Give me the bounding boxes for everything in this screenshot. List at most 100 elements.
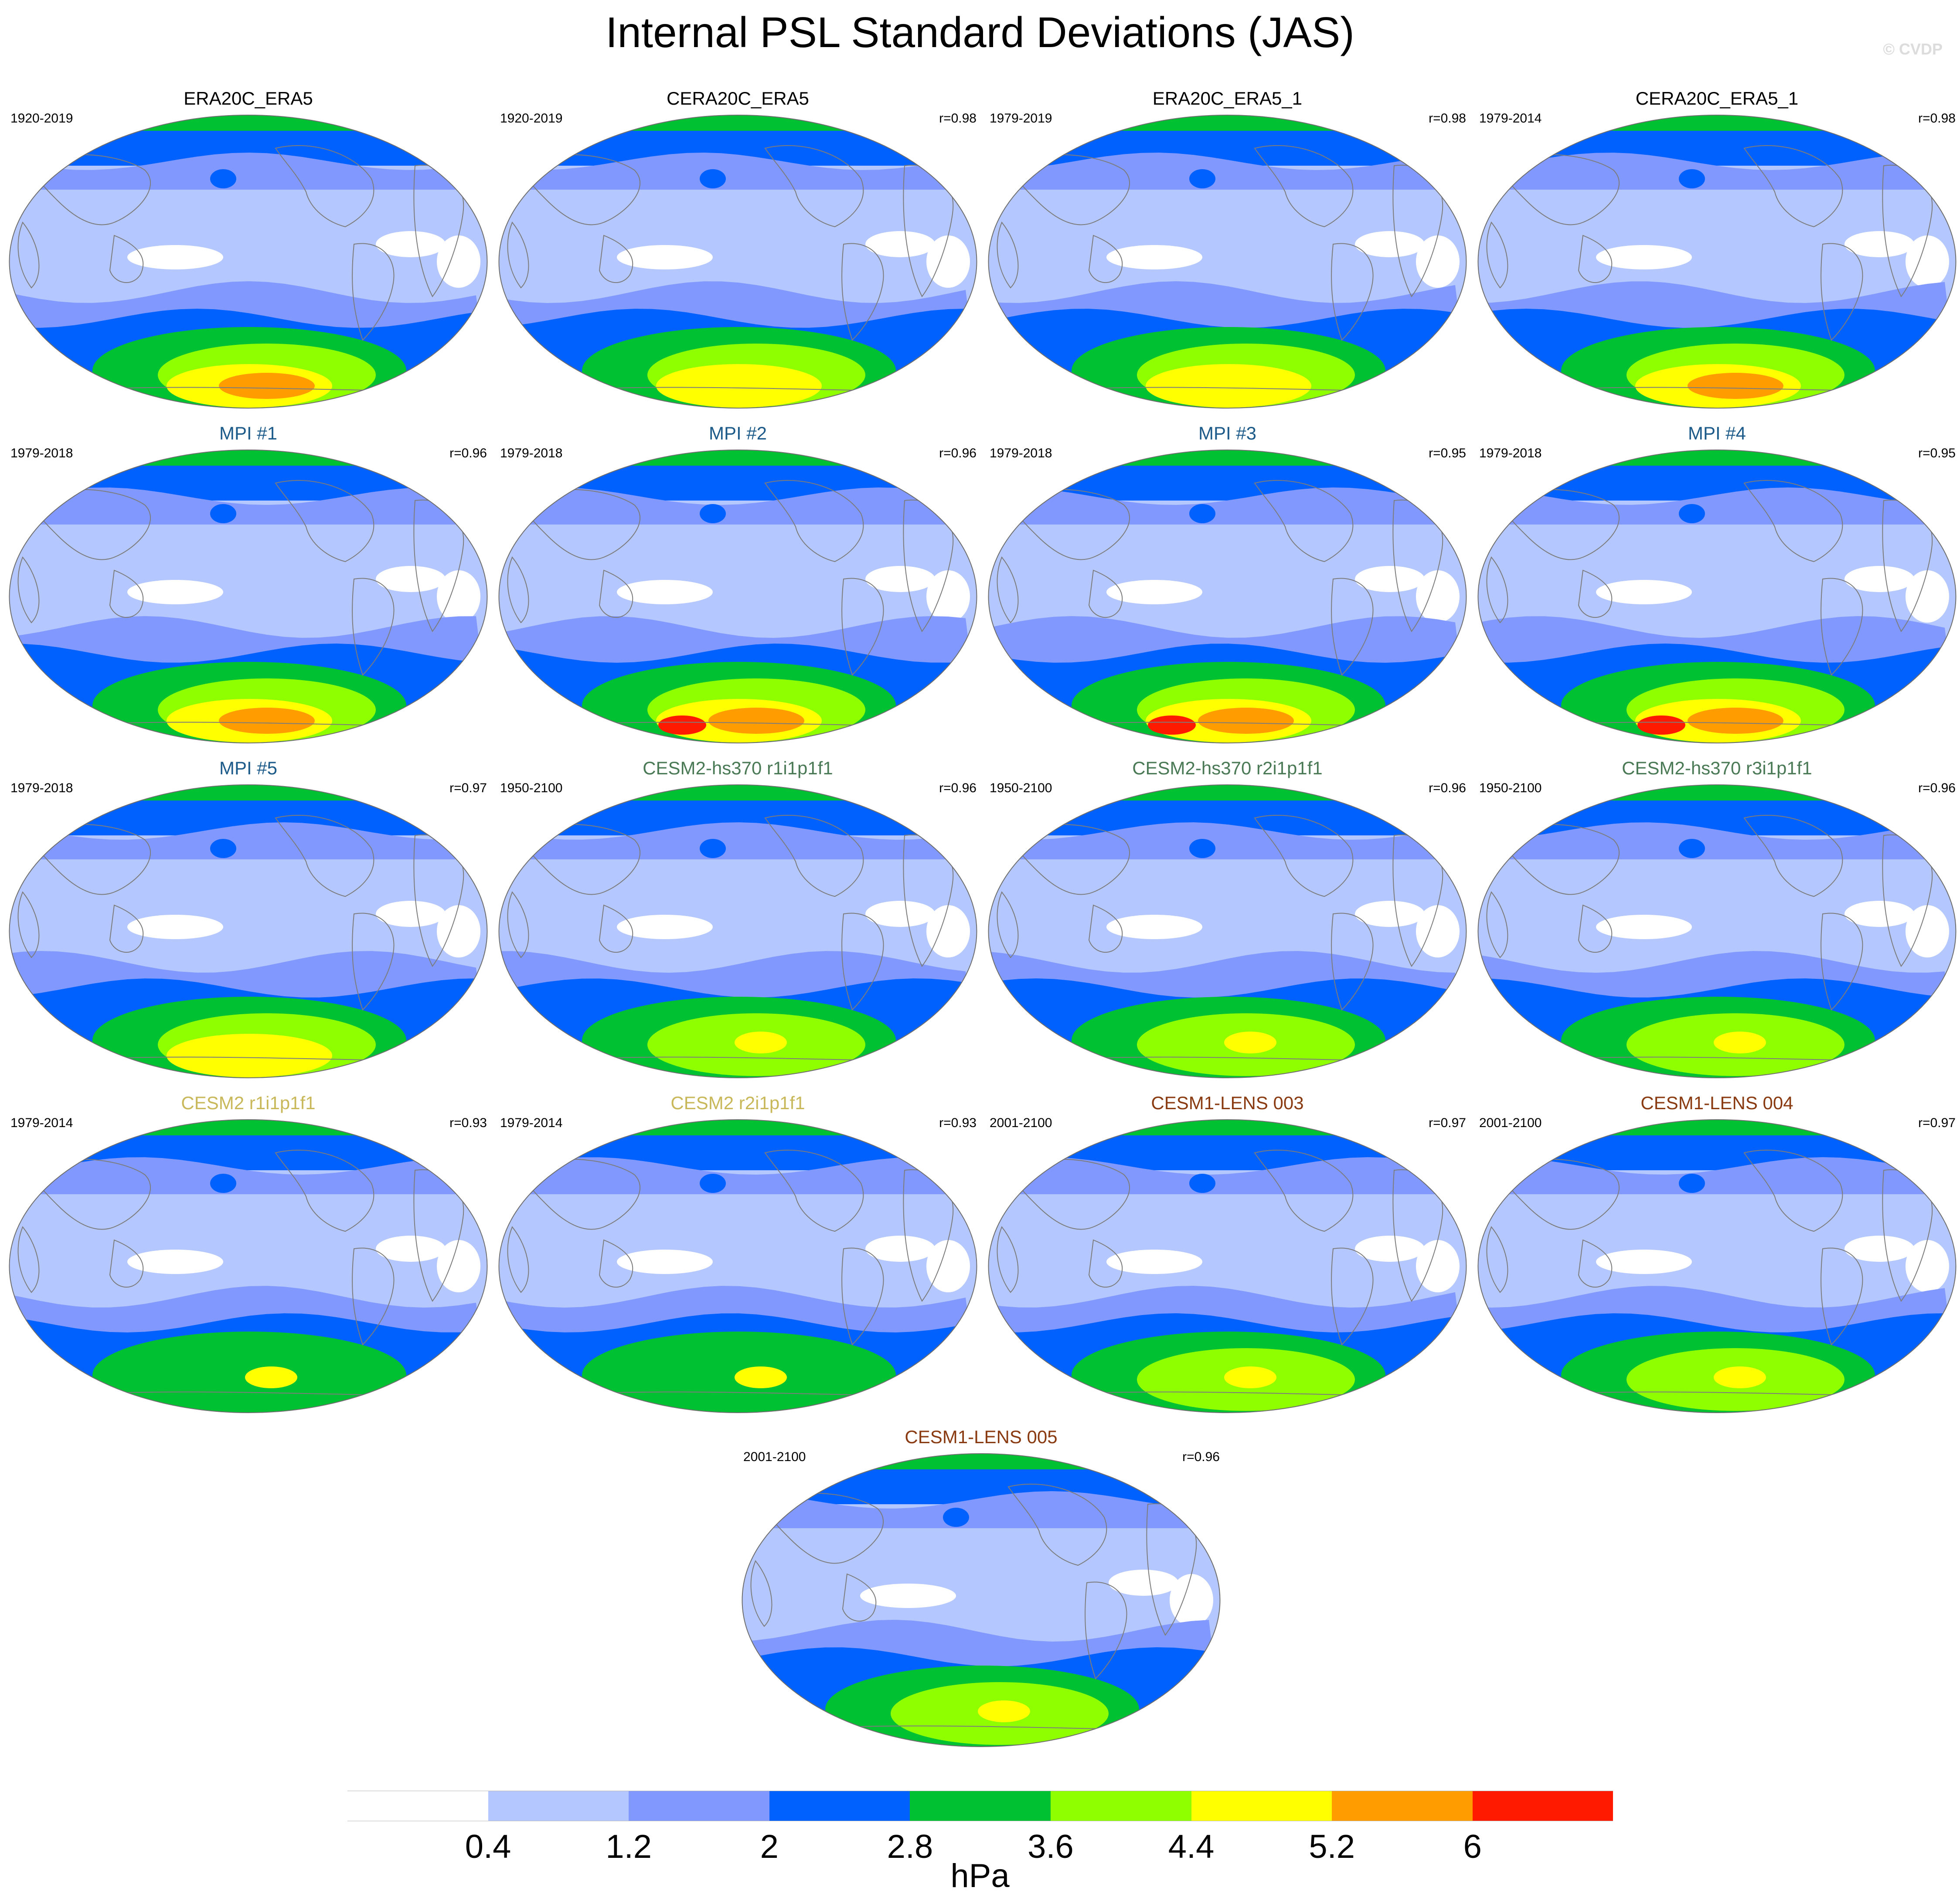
map-panel: ERA20C_ERA5 1920-2019 <box>5 87 491 409</box>
colorbar-bin <box>910 1791 1051 1821</box>
robinson-map <box>498 1119 977 1413</box>
panel-title: MPI #3 <box>1198 423 1257 443</box>
panel-correlation: r=0.98 <box>1429 111 1466 126</box>
panel-years: 1950-2100 <box>1479 781 1542 795</box>
robinson-map <box>988 450 1467 743</box>
panel-years: 2001-2100 <box>1479 1116 1542 1130</box>
panel-correlation: r=0.93 <box>449 1116 487 1130</box>
panel-years: 1979-2014 <box>1479 111 1542 126</box>
panel-years: 1979-2014 <box>500 1116 563 1130</box>
map-panel: CESM1-LENS 004 2001-2100 r=0.97 <box>1474 1092 1960 1413</box>
map-panel: ERA20C_ERA5_1 1979-2019 r=0.98 <box>984 87 1470 409</box>
panel-years: 1979-2014 <box>10 1116 73 1130</box>
panel-years: 1979-2018 <box>10 781 73 795</box>
robinson-map <box>9 115 488 409</box>
panel-correlation: r=0.96 <box>1429 781 1466 795</box>
panel-years: 1979-2018 <box>1479 446 1542 460</box>
robinson-map <box>1477 115 1957 409</box>
robinson-map <box>1477 450 1957 743</box>
figure-title: Internal PSL Standard Deviations (JAS) <box>606 8 1354 56</box>
panel-years: 1979-2018 <box>10 446 73 460</box>
robinson-map <box>498 115 977 409</box>
colorbar-tick-label: 3.6 <box>1028 1828 1074 1865</box>
panel-title: CERA20C_ERA5 <box>667 88 809 109</box>
panel-title: CESM1-LENS 005 <box>905 1427 1058 1447</box>
colorbar-tick-label: 4.4 <box>1168 1828 1215 1865</box>
map-panel: MPI #4 1979-2018 r=0.95 <box>1474 422 1960 743</box>
panel-title: CESM2 r2i1p1f1 <box>670 1093 805 1113</box>
colorbar-tick-label: 0.4 <box>465 1828 511 1865</box>
panel-title: CESM2-hs370 r1i1p1f1 <box>643 758 833 778</box>
panel-title: CESM1-LENS 003 <box>1151 1093 1304 1113</box>
map-panel: CESM2 r2i1p1f1 1979-2014 r=0.93 <box>495 1092 981 1413</box>
panel-years: 2001-2100 <box>743 1450 806 1464</box>
map-panel: CESM2-hs370 r2i1p1f1 1950-2100 r=0.96 <box>984 757 1470 1078</box>
map-panel: MPI #2 1979-2018 r=0.96 <box>495 422 981 743</box>
colorbar-tick-label: 2 <box>760 1828 779 1865</box>
map-panel: CESM2-hs370 r3i1p1f1 1950-2100 r=0.96 <box>1474 757 1960 1078</box>
panel-title: CESM2-hs370 r3i1p1f1 <box>1622 758 1812 778</box>
panel-years: 1950-2100 <box>990 781 1052 795</box>
colorbar-bin <box>1332 1791 1473 1821</box>
panel-correlation: r=0.97 <box>1918 1116 1956 1130</box>
panel-title: ERA20C_ERA5 <box>184 88 313 109</box>
map-panel: CESM1-LENS 005 2001-2100 r=0.96 <box>738 1426 1224 1747</box>
colorbar-tick-label: 1.2 <box>606 1828 652 1865</box>
robinson-map <box>498 450 977 743</box>
panel-correlation: r=0.96 <box>449 446 487 460</box>
panel-title: CESM1-LENS 004 <box>1640 1093 1793 1113</box>
colorbar-bin <box>769 1791 910 1821</box>
map-panel: CESM1-LENS 003 2001-2100 r=0.97 <box>984 1092 1470 1413</box>
map-panel: CERA20C_ERA5 1920-2019 r=0.98 <box>495 87 981 409</box>
colorbar-tick-label: 5.2 <box>1309 1828 1355 1865</box>
robinson-map <box>988 784 1467 1078</box>
panel-title: MPI #4 <box>1688 423 1746 443</box>
panel-title: MPI #1 <box>219 423 278 443</box>
robinson-map <box>9 1119 488 1413</box>
map-panel: CERA20C_ERA5_1 1979-2014 r=0.98 <box>1474 87 1960 409</box>
robinson-map <box>742 1453 1221 1747</box>
panel-correlation: r=0.96 <box>1182 1450 1220 1464</box>
panel-title: CESM2 r1i1p1f1 <box>181 1093 316 1113</box>
colorbar: 0.4 1.2 2 2.8 3.6 4.4 5.2 6 <box>347 1791 1613 1865</box>
panel-years: 1979-2018 <box>990 446 1052 460</box>
panel-correlation: r=0.96 <box>939 446 977 460</box>
panel-years: 2001-2100 <box>990 1116 1052 1130</box>
robinson-map <box>9 784 488 1078</box>
panel-correlation: r=0.96 <box>1918 781 1956 795</box>
map-panel: CESM2-hs370 r1i1p1f1 1950-2100 r=0.96 <box>495 757 981 1078</box>
colorbar-tick-label: 6 <box>1463 1828 1482 1865</box>
colorbar-bin <box>1472 1791 1613 1821</box>
robinson-map <box>988 1119 1467 1413</box>
panel-correlation: r=0.98 <box>1918 111 1956 126</box>
panel-correlation: r=0.98 <box>939 111 977 126</box>
map-panel: MPI #5 1979-2018 r=0.97 <box>5 757 491 1078</box>
colorbar-unit: hPa <box>950 1857 1010 1894</box>
panel-years: 1920-2019 <box>500 111 563 126</box>
map-panel: MPI #3 1979-2018 r=0.95 <box>984 422 1470 743</box>
panel-years: 1979-2019 <box>990 111 1052 126</box>
robinson-map <box>1477 784 1957 1078</box>
colorbar-bin <box>1191 1791 1332 1821</box>
colorbar-tick-label: 2.8 <box>887 1828 933 1865</box>
robinson-map <box>988 115 1467 409</box>
colorbar-bin <box>629 1791 769 1821</box>
panel-correlation: r=0.97 <box>449 781 487 795</box>
panel-correlation: r=0.93 <box>939 1116 977 1130</box>
colorbar-bin <box>1051 1791 1191 1821</box>
panel-correlation: r=0.96 <box>939 781 977 795</box>
colorbar-bin <box>488 1791 629 1821</box>
panel-years: 1920-2019 <box>10 111 73 126</box>
panel-title: MPI #2 <box>708 423 767 443</box>
robinson-map <box>9 450 488 743</box>
panel-title: ERA20C_ERA5_1 <box>1152 88 1303 109</box>
robinson-map <box>1477 1119 1957 1413</box>
panel-years: 1979-2018 <box>500 446 563 460</box>
map-panel: MPI #1 1979-2018 r=0.96 <box>5 422 491 743</box>
panel-years: 1950-2100 <box>500 781 563 795</box>
panel-title: CERA20C_ERA5_1 <box>1635 88 1799 109</box>
panel-correlation: r=0.97 <box>1429 1116 1466 1130</box>
panel-correlation: r=0.95 <box>1918 446 1956 460</box>
panel-title: CESM2-hs370 r2i1p1f1 <box>1132 758 1323 778</box>
panel-correlation: r=0.95 <box>1429 446 1466 460</box>
